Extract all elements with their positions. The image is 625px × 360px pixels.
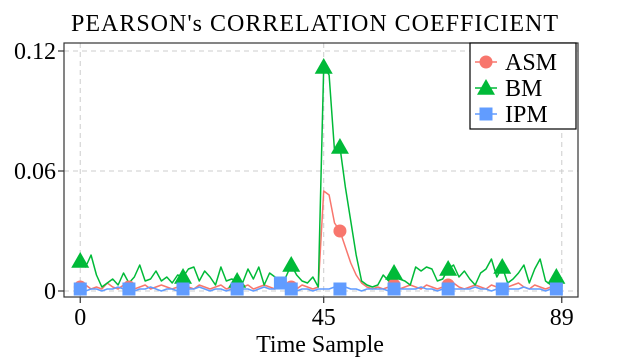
legend-bm-marker	[477, 79, 495, 95]
series-markers	[71, 58, 566, 296]
ipm-point	[441, 282, 455, 296]
series-lines	[79, 66, 563, 292]
bm-point	[439, 260, 458, 276]
y-tick-label: 0.12	[14, 39, 56, 65]
bm-point	[493, 258, 512, 274]
asm-point	[333, 224, 347, 238]
bm-point	[71, 252, 90, 268]
bm-series-line	[79, 66, 563, 288]
ipm-point	[495, 282, 509, 296]
ipm-point	[333, 282, 347, 296]
x-tick-label: 45	[312, 305, 336, 331]
ipm-point	[230, 282, 244, 296]
ipm-point	[387, 282, 401, 296]
legend-bm-label: BM	[505, 76, 542, 102]
axis-ticks: 0 45 89 0 0.06 0.12	[14, 39, 574, 331]
ipm-point	[549, 282, 563, 296]
y-tick-label: 0	[44, 279, 56, 305]
asm-series-line	[79, 190, 563, 290]
bm-point	[330, 138, 349, 154]
ipm-point	[284, 282, 298, 296]
ipm-point	[273, 276, 287, 290]
legend-asm-marker	[479, 55, 493, 69]
legend-ipm-label: IPM	[505, 102, 548, 128]
plot-frame	[63, 42, 579, 298]
chart-title: PEARSON's CORRELATION COEFFICIENT	[71, 11, 559, 37]
x-tick-label: 89	[550, 305, 574, 331]
bm-point	[282, 256, 301, 272]
bm-point	[385, 264, 404, 280]
legend-ipm-marker	[479, 107, 493, 121]
x-tick-label: 0	[74, 305, 86, 331]
y-tick-label: 0.06	[14, 159, 56, 185]
legend-asm-label: ASM	[505, 50, 557, 76]
ipm-point	[176, 282, 190, 296]
ipm-point	[122, 282, 136, 296]
bm-point	[174, 268, 193, 284]
bm-point	[314, 58, 333, 74]
ipm-point	[73, 282, 87, 296]
ipm-series-line	[79, 282, 562, 292]
x-axis-title: Time Sample	[256, 332, 384, 358]
bm-point	[547, 268, 566, 284]
